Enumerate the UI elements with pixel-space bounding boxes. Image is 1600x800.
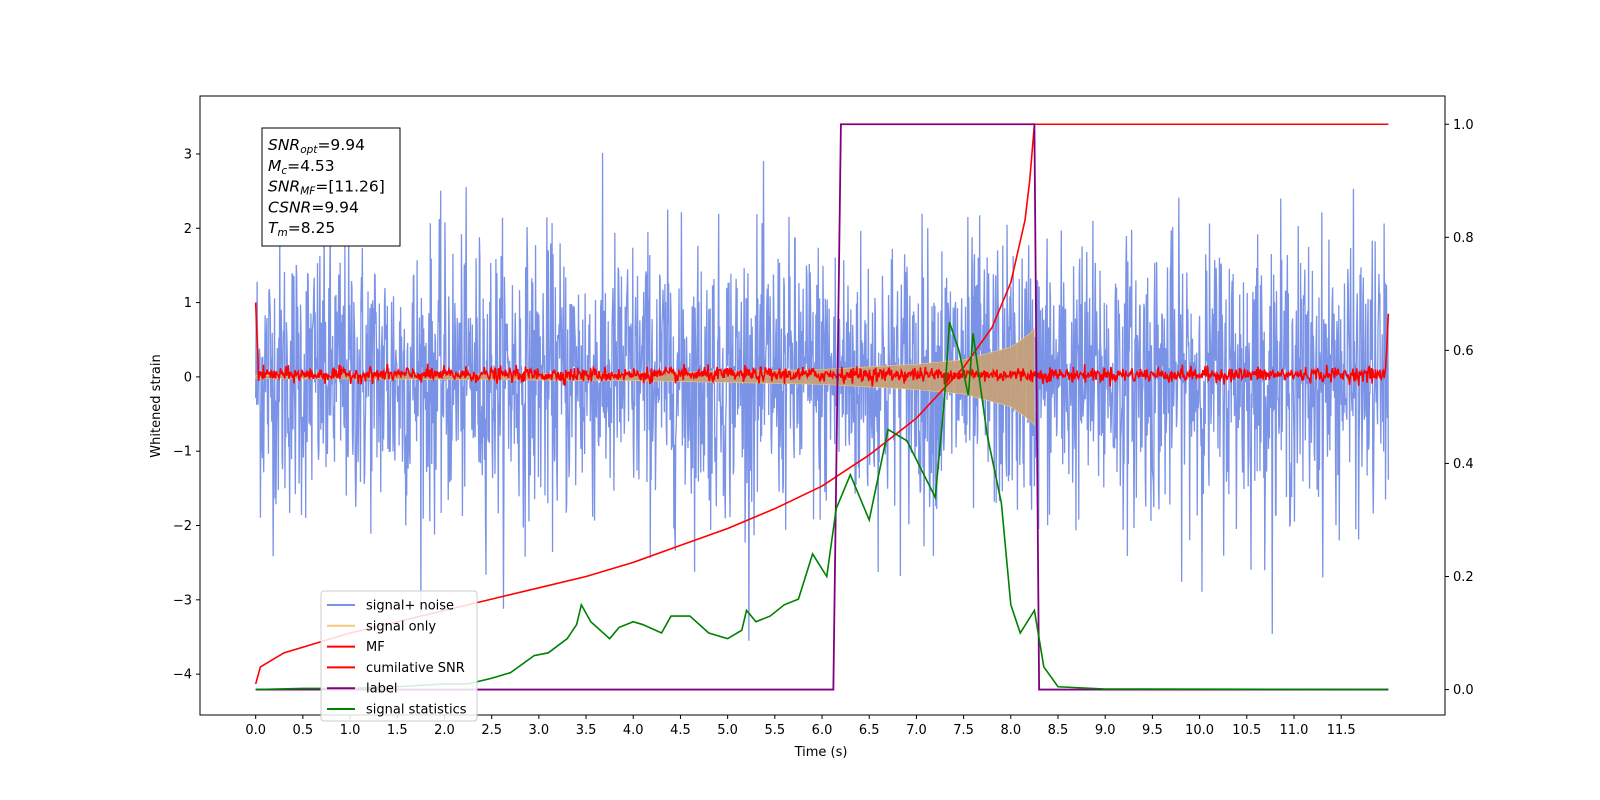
annotation-value: =[11.26] bbox=[315, 178, 384, 196]
y2-tick-label: 0.0 bbox=[1453, 683, 1474, 698]
legend-frame bbox=[320, 590, 478, 722]
x-tick-label: 11.5 bbox=[1327, 723, 1356, 738]
y2-tick-label: 0.4 bbox=[1453, 457, 1474, 472]
annotation-line: SNRopt=9.94 bbox=[268, 136, 365, 156]
x-tick-label: 8.0 bbox=[1000, 723, 1021, 738]
y-tick-label: 0 bbox=[184, 370, 192, 385]
legend-label: signal statistics bbox=[366, 703, 467, 718]
x-tick-label: 10.5 bbox=[1232, 723, 1261, 738]
annotation-subscript: opt bbox=[300, 144, 318, 156]
annotation-box: SNRopt=9.94Mc=4.53SNRMF=[11.26]CSNR=9.94… bbox=[261, 127, 401, 247]
legend-label: signal only bbox=[366, 619, 436, 634]
x-tick-label: 6.0 bbox=[812, 723, 833, 738]
y2-tick-label: 0.8 bbox=[1453, 231, 1474, 246]
annotation-line: Tm=8.25 bbox=[268, 219, 335, 239]
x-tick-label: 3.0 bbox=[529, 723, 550, 738]
x-tick-label: 9.5 bbox=[1142, 723, 1163, 738]
annotation-line: SNRMF=[11.26] bbox=[268, 178, 385, 198]
annotation-value: =9.94 bbox=[317, 136, 365, 154]
y2-tick-label: 0.2 bbox=[1453, 570, 1474, 585]
x-tick-label: 3.5 bbox=[576, 723, 597, 738]
annotation-value: =4.53 bbox=[287, 157, 335, 175]
annotation-subscript: c bbox=[281, 165, 287, 177]
x-tick-label: 8.5 bbox=[1048, 723, 1069, 738]
series-signal-statistics bbox=[255, 321, 1389, 691]
x-tick-label: 10.0 bbox=[1185, 723, 1214, 738]
x-tick-label: 11.0 bbox=[1279, 723, 1308, 738]
annotation-subscript: m bbox=[277, 227, 287, 239]
y-tick-label: 3 bbox=[184, 147, 192, 162]
series-mf bbox=[254, 302, 1390, 387]
legend: signal+ noise signal only MF cumilative SNR… bbox=[320, 590, 478, 722]
y-tick-label: 2 bbox=[184, 222, 192, 237]
annotation-symbol: SNR bbox=[268, 136, 300, 154]
legend-label: cumilative SNR bbox=[366, 661, 465, 676]
series-label bbox=[255, 123, 1389, 691]
annotation-symbol: T bbox=[268, 219, 279, 237]
x-tick-label: 4.5 bbox=[670, 723, 691, 738]
annotation-subscript: MF bbox=[300, 186, 316, 198]
x-tick-label: 7.5 bbox=[953, 723, 974, 738]
x-axis-ticks: 0.0 0.5 1.0 1.5 2.0 2.5 3.0 3.5 4.0 4.5 5.0 5.5 6.0 6… bbox=[245, 715, 1356, 738]
x-axis-label: Time (s) bbox=[794, 745, 848, 760]
x-tick-label: 1.0 bbox=[340, 723, 361, 738]
x-tick-label: 5.5 bbox=[764, 723, 785, 738]
annotation-line: CSNR=9.94 bbox=[268, 198, 359, 216]
annotation-symbol: CSNR bbox=[268, 198, 311, 216]
annotation-symbol: SNR bbox=[268, 178, 300, 196]
x-tick-label: 9.0 bbox=[1095, 723, 1116, 738]
y-tick-label: −3 bbox=[173, 593, 192, 608]
legend-label: MF bbox=[366, 640, 385, 655]
annotation-symbol: M bbox=[268, 157, 281, 175]
annotation-value: =9.94 bbox=[311, 198, 359, 216]
x-tick-label: 0.0 bbox=[245, 723, 266, 738]
y-tick-label: −1 bbox=[173, 445, 192, 460]
x-tick-label: 0.5 bbox=[293, 723, 314, 738]
y-tick-label: 1 bbox=[184, 296, 192, 311]
annotation-value: =8.25 bbox=[288, 219, 336, 237]
y2-tick-label: 0.6 bbox=[1453, 344, 1474, 359]
x-tick-label: 7.0 bbox=[906, 723, 927, 738]
x-tick-label: 5.0 bbox=[717, 723, 738, 738]
y2-axis-ticks: 1.0 0.8 0.6 0.4 0.2 0.0 bbox=[1445, 118, 1474, 698]
legend-label: signal+ noise bbox=[366, 599, 454, 614]
y2-tick-label: 1.0 bbox=[1453, 118, 1474, 133]
legend-label: label bbox=[366, 682, 397, 697]
x-tick-label: 6.5 bbox=[859, 723, 880, 738]
x-tick-label: 4.0 bbox=[623, 723, 644, 738]
annotation-line: Mc=4.53 bbox=[268, 157, 335, 177]
annotation-frame bbox=[261, 127, 401, 247]
y-axis-label: Whitened strain bbox=[149, 354, 164, 457]
y-tick-label: −2 bbox=[173, 519, 192, 534]
x-tick-label: 1.5 bbox=[387, 723, 408, 738]
y-axis-ticks: 3 2 1 0 −1 −2 −3 −4 bbox=[173, 147, 200, 683]
x-tick-label: 2.0 bbox=[434, 723, 455, 738]
y-tick-label: −4 bbox=[173, 668, 192, 683]
x-tick-label: 2.5 bbox=[481, 723, 502, 738]
series-signal-noise bbox=[255, 152, 1390, 641]
